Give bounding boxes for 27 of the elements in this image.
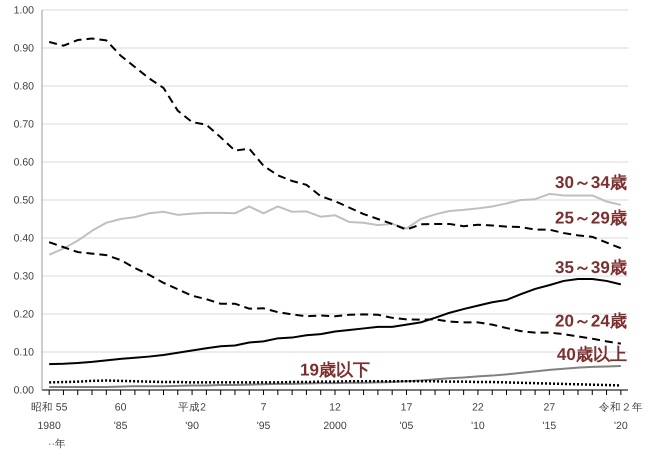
y-tick-label: 0.60 bbox=[14, 156, 34, 169]
x-tick-label: 平成2 '90 bbox=[178, 400, 206, 432]
x-tick-label: 7 '95 bbox=[256, 401, 271, 432]
x-tick-label: 22 '10 bbox=[471, 401, 485, 432]
series-label: 40歳以上 bbox=[556, 345, 627, 364]
series-label: 25～29歳 bbox=[555, 208, 627, 228]
text: ··年 bbox=[48, 437, 66, 451]
series-label: 20～24歳 bbox=[555, 312, 627, 331]
y-tick-label: 0.20 bbox=[14, 308, 34, 321]
y-tick-label: 0.70 bbox=[14, 118, 34, 131]
y-tick-label: 0.80 bbox=[14, 80, 34, 93]
series-label: 35～39歳 bbox=[555, 258, 627, 278]
x-tick-label: 12 2000 bbox=[323, 401, 347, 432]
x-tick-label: 60 '85 bbox=[114, 401, 128, 432]
y-tick-label: 0.10 bbox=[14, 346, 34, 359]
x-tick-label: 令和２年 '20 bbox=[598, 400, 643, 432]
series-label: 30～34歳 bbox=[555, 172, 627, 192]
y-tick-label: 1.00 bbox=[14, 4, 34, 17]
y-tick-label: 0.40 bbox=[14, 232, 34, 245]
x-tick-label: 27 '15 bbox=[542, 401, 556, 432]
y-tick-label: 0.00 bbox=[14, 384, 34, 397]
x-tick-label: 17 '05 bbox=[400, 401, 414, 432]
y-tick-label: 0.30 bbox=[14, 270, 34, 283]
series-label: 19歳以下 bbox=[300, 360, 370, 380]
x-tick-label: 昭和 55 1980 bbox=[30, 400, 68, 432]
y-tick-label: 0.90 bbox=[14, 42, 34, 55]
y-tick-label: 0.50 bbox=[14, 194, 34, 207]
